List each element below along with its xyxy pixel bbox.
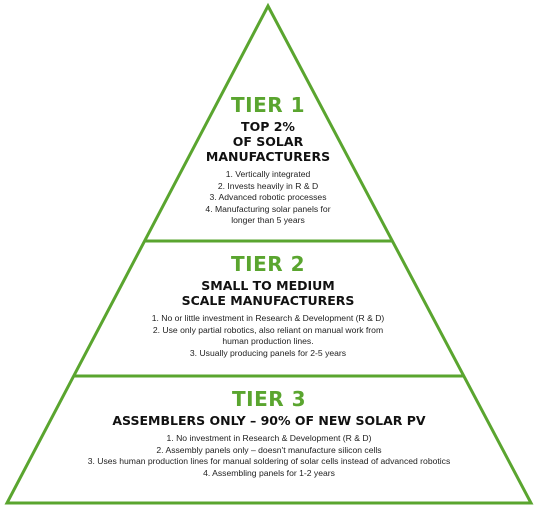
tier-1-title: TIER 1	[230, 93, 306, 117]
tier-1-block: TIER 1 TOP 2% OF SOLAR MANUFACTURERS 1. …	[168, 94, 368, 227]
list-item: 3. Advanced robotic processes	[209, 192, 327, 203]
tier-2-heading-line: SCALE MANUFACTURERS	[181, 293, 355, 308]
tier-1-heading: TOP 2% OF SOLAR MANUFACTURERS	[168, 119, 368, 164]
list-item: 1. No or little investment in Research &…	[151, 313, 385, 323]
tier-2-heading-line: SMALL TO MEDIUM	[201, 278, 335, 293]
tier-3-title: TIER 3	[231, 387, 307, 411]
list-item: 2. Use only partial robotics, also relia…	[152, 324, 384, 335]
tier-1-heading-line: TOP 2%	[241, 119, 295, 134]
tier-2-list: 1. No or little investment in Research &…	[118, 313, 418, 359]
list-item: longer than 5 years	[231, 215, 305, 226]
list-item: 2. Assembly panels only – doesn't manufa…	[156, 444, 382, 455]
list-item: 4. Manufacturing solar panels for	[205, 203, 331, 214]
list-item: 4. Assembling panels for 1-2 years	[203, 467, 335, 478]
list-item: human production lines.	[222, 336, 314, 347]
pyramid-triangle	[4, 2, 534, 505]
tier-2-heading: SMALL TO MEDIUM SCALE MANUFACTURERS	[118, 278, 418, 308]
list-item: 1. Vertically integrated	[225, 169, 311, 179]
list-item: 3. Uses human production lines for manua…	[87, 456, 451, 467]
tier-1-heading-line: OF SOLAR	[232, 134, 304, 149]
list-item: 2. Invests heavily in R & D	[217, 180, 319, 191]
list-item: 3. Usually producing panels for 2-5 year…	[189, 347, 347, 358]
tier-3-heading: ASSEMBLERS ONLY – 90% OF NEW SOLAR PV	[40, 413, 498, 428]
tier-2-block: TIER 2 SMALL TO MEDIUM SCALE MANUFACTURE…	[118, 253, 418, 359]
tier-1-list: 1. Vertically integrated 2. Invests heav…	[168, 169, 368, 227]
tier-1-heading-line: MANUFACTURERS	[205, 149, 331, 164]
tier-2-title: TIER 2	[230, 252, 306, 276]
list-item: 1. No investment in Research & Developme…	[166, 433, 372, 443]
tier-3-block: TIER 3 ASSEMBLERS ONLY – 90% OF NEW SOLA…	[40, 388, 498, 479]
tier-3-list: 1. No investment in Research & Developme…	[40, 433, 498, 479]
tier-3-heading-line: ASSEMBLERS ONLY – 90% OF NEW SOLAR PV	[112, 413, 426, 428]
